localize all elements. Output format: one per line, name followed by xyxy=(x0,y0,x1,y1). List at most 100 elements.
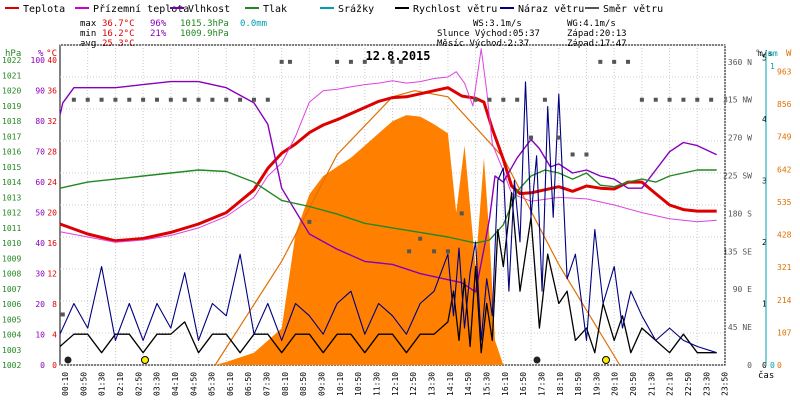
hpa-tick: 1014 xyxy=(2,178,21,187)
series-line-vlhkost xyxy=(59,80,717,293)
legend-label: Směr větru xyxy=(603,3,663,15)
wind-dir-point xyxy=(473,97,478,102)
wind-dir-point xyxy=(556,135,561,140)
solar-tick: 856 xyxy=(777,100,792,109)
wind-speed-tick: 1 xyxy=(762,299,767,308)
stat-humidity: 96% xyxy=(150,19,167,29)
x-tick-label: 12:10 xyxy=(391,372,400,396)
humidity-tick: 70 xyxy=(35,148,45,157)
temp-tick: 28 xyxy=(47,148,57,157)
wind-dir-point xyxy=(99,97,104,102)
chart-title: 12.8.2015 xyxy=(365,49,430,63)
wind-dir-point xyxy=(348,59,353,64)
x-tick-label: 16:50 xyxy=(519,372,528,396)
wind-dir-point xyxy=(653,97,658,102)
solar-tick: 428 xyxy=(777,231,792,240)
wind-dir-tick: 180 S xyxy=(728,209,752,218)
solar-tick: 0 xyxy=(777,361,782,370)
x-tick-label: 13:30 xyxy=(427,372,436,396)
temp-tick: 36 xyxy=(47,87,57,96)
wind-dir-point xyxy=(487,97,492,102)
hpa-axis-label: hPa xyxy=(5,49,21,59)
wind-dir-point xyxy=(279,59,284,64)
stat-temp: 16.2°C xyxy=(102,29,135,39)
temp-tick: 4 xyxy=(52,331,57,340)
hpa-tick: 1003 xyxy=(2,346,21,355)
wind-dir-point xyxy=(542,97,547,102)
sun-moon-info: WS:3.1m/s WG:4.1m/s Slunce Východ:05:37 Záp… xyxy=(437,19,627,49)
info-sun: Slunce Východ:05:37 xyxy=(437,29,540,39)
info-ws: WS:3.1m/s xyxy=(473,19,522,29)
x-axis-label: čas xyxy=(758,370,774,381)
humidity-axis-label: % xyxy=(38,49,44,59)
series-layer xyxy=(59,48,717,364)
wind-dir-point xyxy=(251,97,256,102)
wind-dir-point xyxy=(71,97,76,102)
wind-dir-point xyxy=(362,59,367,64)
x-tick-label: 04:10 xyxy=(171,372,180,396)
wind-speed-tick: 4 xyxy=(762,115,767,124)
legend-label: Vlhkost xyxy=(188,4,230,15)
wind-dir-tick: 90 E xyxy=(733,285,752,294)
wind-dir-point xyxy=(626,59,631,64)
hpa-tick: 1012 xyxy=(2,209,21,218)
stat-pressure: 1015.3hPa xyxy=(180,19,229,29)
solar-tick: 321 xyxy=(777,263,792,272)
wind-dir-point xyxy=(113,97,118,102)
legend-label: Přízemní teplota xyxy=(93,3,189,15)
humidity-tick: 30 xyxy=(35,270,45,279)
wind-dir-point xyxy=(612,59,617,64)
solar-radiation xyxy=(214,90,621,366)
x-tick-label: 05:30 xyxy=(208,372,217,396)
wind-dir-point xyxy=(182,97,187,102)
hpa-tick: 1019 xyxy=(2,102,21,111)
wind-dir-point xyxy=(681,97,686,102)
wind-dir-point xyxy=(307,219,312,224)
temp-tick: 20 xyxy=(47,209,57,218)
wind-dir-point xyxy=(60,312,65,317)
rain-axis-label: mm xyxy=(768,49,778,58)
hpa-tick: 1013 xyxy=(2,193,21,202)
x-tick-label: 23:50 xyxy=(721,372,730,396)
wind-speed-tick: 2 xyxy=(762,238,767,247)
humidity-tick: 20 xyxy=(35,300,45,309)
x-tick-label: 23:30 xyxy=(702,372,711,396)
humidity-tick: 10 xyxy=(35,331,45,340)
x-tick-label: 02:10 xyxy=(116,372,125,396)
stat-temp: 36.7°C xyxy=(102,19,135,29)
solar-tick: 535 xyxy=(777,198,792,207)
x-tick-label: 07:30 xyxy=(263,372,272,396)
hpa-tick: 1002 xyxy=(2,361,21,370)
temp-tick: 0 xyxy=(52,361,57,370)
wind-speed-tick: 0 xyxy=(762,361,767,370)
wind-dir-point xyxy=(196,97,201,102)
hpa-tick: 1007 xyxy=(2,285,21,294)
wind-dir-point xyxy=(210,97,215,102)
info-moon_set: Západ:17:47 xyxy=(567,39,627,49)
wind-dir-point xyxy=(598,59,603,64)
rain-tick: 0 xyxy=(770,361,775,370)
hpa-tick: 1017 xyxy=(2,132,21,141)
x-tick-label: 20:10 xyxy=(611,372,620,396)
x-tick-label: 00:50 xyxy=(79,372,88,396)
wind-dir-point xyxy=(418,236,423,241)
wind-dir-point xyxy=(127,97,132,102)
wind-speed-tick: 3 xyxy=(762,176,767,185)
solar-tick: 214 xyxy=(777,296,792,305)
x-tick-label: 22:10 xyxy=(666,372,675,396)
x-tick-label: 09:30 xyxy=(318,372,327,396)
wind-dir-point xyxy=(238,97,243,102)
sunset-marker xyxy=(602,356,610,364)
wind-speed-tick: 5 xyxy=(762,53,767,62)
wind-dir-point xyxy=(445,249,450,254)
humidity-tick: 60 xyxy=(35,178,45,187)
hpa-tick: 1020 xyxy=(2,87,21,96)
humidity-tick: 100 xyxy=(31,56,46,65)
wind-dir-point xyxy=(398,59,403,64)
wind-dir-point xyxy=(501,97,506,102)
wind-dir-point xyxy=(335,59,340,64)
hpa-tick: 1010 xyxy=(2,239,21,248)
x-tick-label: 16:10 xyxy=(501,372,510,396)
